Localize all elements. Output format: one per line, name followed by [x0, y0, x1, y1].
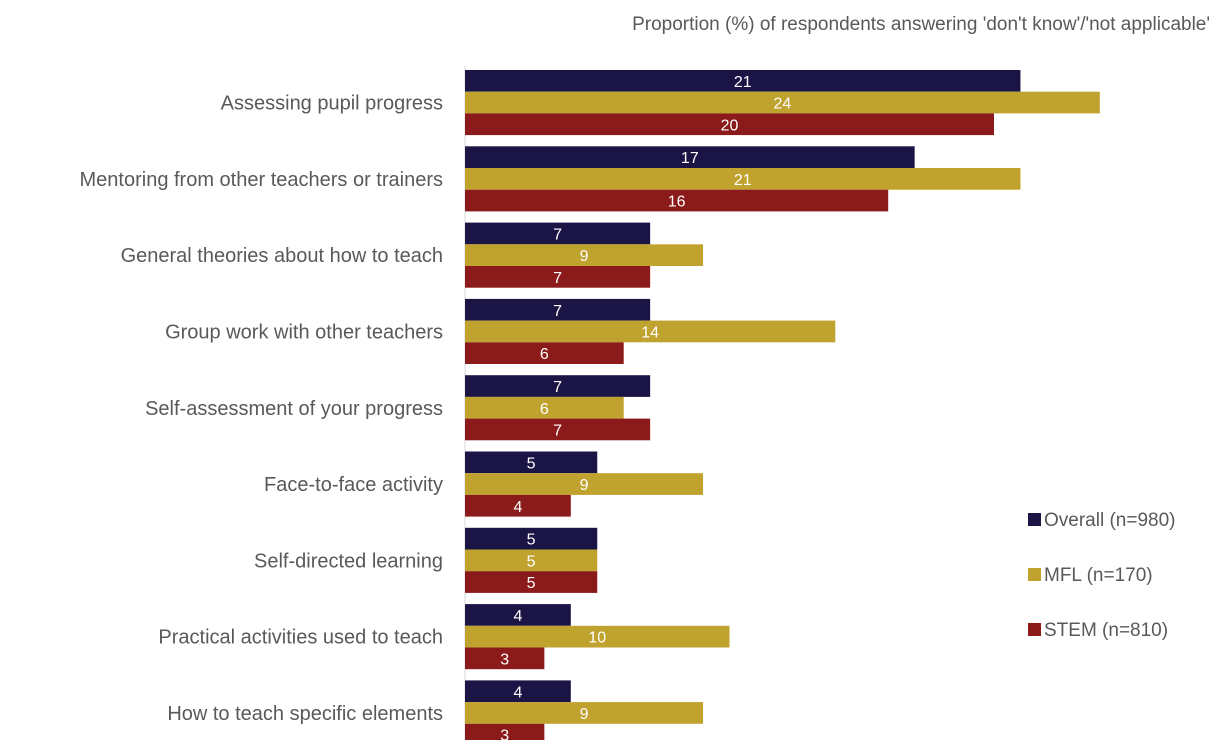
bar-stem-n-810-assessing-pupil-progress — [465, 113, 994, 136]
bar-overall-n-980-face-to-face-activity — [465, 451, 598, 474]
bar-group-how-to-teach-specific-elements: 4 9 3 — [465, 680, 704, 740]
legend: Overall (n=980) MFL (n=170) STEM (n=810) — [1028, 510, 1175, 641]
legend-swatch — [1028, 568, 1041, 581]
category-label: General theories about how to teach — [121, 245, 443, 267]
bar-stem-n-810-how-to-teach-specific-elements — [465, 723, 545, 740]
data-label: 9 — [580, 706, 589, 723]
bar-group-self-directed-learning: 5 5 5 — [465, 527, 598, 593]
data-label: 5 — [527, 575, 536, 592]
bar-overall-n-980-self-assessment-of-your-progress — [465, 375, 651, 397]
bar-overall-n-980-practical-activities-used-to-teach — [465, 604, 571, 626]
bar-overall-n-980-how-to-teach-specific-elements — [465, 680, 571, 703]
category-label: Face-to-face activity — [264, 474, 443, 496]
chart-title: Proportion (%) of respondents answering … — [632, 14, 1210, 35]
legend-item-overall-n-980: Overall (n=980) — [1028, 510, 1175, 531]
legend-item-stem-n-810: STEM (n=810) — [1028, 620, 1168, 641]
bar-stem-n-810-self-directed-learning — [465, 571, 598, 593]
bar-mfl-n-170-how-to-teach-specific-elements — [465, 702, 704, 724]
category-label: Assessing pupil progress — [221, 93, 443, 115]
data-label: 9 — [580, 477, 589, 494]
legend-label: STEM (n=810) — [1044, 620, 1168, 641]
data-label: 6 — [540, 401, 549, 418]
data-label: 4 — [513, 499, 522, 516]
bar-mfl-n-170-assessing-pupil-progress — [465, 91, 1100, 114]
legend-item-mfl-n-170: MFL (n=170) — [1028, 565, 1153, 586]
category-label: Group work with other teachers — [165, 321, 443, 343]
bar-overall-n-980-group-work-with-other-teachers — [465, 298, 651, 321]
legend-label: MFL (n=170) — [1044, 565, 1153, 586]
data-label: 17 — [681, 150, 699, 167]
data-label: 14 — [641, 324, 659, 341]
data-label: 24 — [774, 96, 792, 113]
bar-group-self-assessment-of-your-progress: 767 — [465, 375, 651, 441]
data-label: 6 — [540, 346, 549, 363]
data-label: 7 — [553, 226, 562, 243]
data-label: 7 — [553, 270, 562, 287]
bar-mfl-n-170-self-directed-learning — [465, 549, 598, 572]
bar-overall-n-980-self-directed-learning — [465, 527, 598, 550]
category-label: How to teach specific elements — [167, 703, 443, 725]
data-label: 9 — [580, 248, 589, 265]
bar-overall-n-980-general-theories-about-how-to-teach — [465, 222, 651, 245]
bar-stem-n-810-face-to-face-activity — [465, 494, 571, 517]
data-label: 3 — [500, 651, 509, 668]
bar-mfl-n-170-general-theories-about-how-to-teach — [465, 244, 704, 266]
category-label: Self-assessment of your progress — [145, 398, 443, 420]
data-label: 21 — [734, 74, 752, 91]
data-label: 21 — [734, 172, 752, 189]
category-label: Mentoring from other teachers or trainer… — [80, 169, 444, 191]
bar-group-practical-activities-used-to-teach: 4 10 3 — [465, 604, 730, 670]
bar-stem-n-810-group-work-with-other-teachers — [465, 342, 624, 364]
data-label: 7 — [553, 422, 562, 439]
category-label: Self-directed learning — [254, 550, 443, 572]
bar-overall-n-980-assessing-pupil-progress — [465, 70, 1021, 92]
bar-group-mentoring-from-other-teachers-or-trainers: 17 21 16 — [465, 146, 1021, 212]
data-label: 3 — [500, 728, 509, 740]
data-label: 7 — [553, 379, 562, 396]
bar-group-general-theories-about-how-to-teach: 7 9 7 — [465, 222, 704, 288]
bar-overall-n-980-mentoring-from-other-teachers-or-trainers — [465, 146, 915, 168]
bar-stem-n-810-mentoring-from-other-teachers-or-trainers — [465, 189, 889, 212]
legend-label: Overall (n=980) — [1044, 510, 1175, 531]
data-label: 4 — [513, 608, 522, 625]
bar-group-group-work-with-other-teachers: 7 14 6 — [465, 298, 836, 364]
bar-mfl-n-170-group-work-with-other-teachers — [465, 320, 836, 343]
data-label: 4 — [513, 684, 522, 701]
data-label: 7 — [553, 303, 562, 320]
legend-swatch — [1028, 513, 1041, 526]
category-label: Practical activities used to teach — [158, 627, 443, 649]
data-label: 5 — [527, 455, 536, 472]
data-label: 5 — [527, 532, 536, 549]
bar-mfl-n-170-mentoring-from-other-teachers-or-trainers — [465, 168, 1021, 190]
data-label: 16 — [668, 194, 686, 211]
data-label: 20 — [721, 117, 739, 134]
legend-swatch — [1028, 623, 1041, 636]
bar-mfl-n-170-face-to-face-activity — [465, 473, 704, 495]
bar-group-face-to-face-activity: 5 9 4 — [465, 451, 704, 517]
data-label: 5 — [527, 553, 536, 570]
bar-stem-n-810-practical-activities-used-to-teach — [465, 647, 545, 670]
bar-group-assessing-pupil-progress: 21 24 20 — [465, 70, 1100, 136]
data-label: 10 — [588, 630, 606, 647]
category-labels: Assessing pupil progress Mentoring from o… — [80, 93, 444, 725]
bar-mfl-n-170-self-assessment-of-your-progress — [465, 396, 624, 419]
bar-stem-n-810-general-theories-about-how-to-teach — [465, 266, 651, 288]
bar-stem-n-810-self-assessment-of-your-progress — [465, 418, 651, 441]
bar-mfl-n-170-practical-activities-used-to-teach — [465, 625, 730, 648]
